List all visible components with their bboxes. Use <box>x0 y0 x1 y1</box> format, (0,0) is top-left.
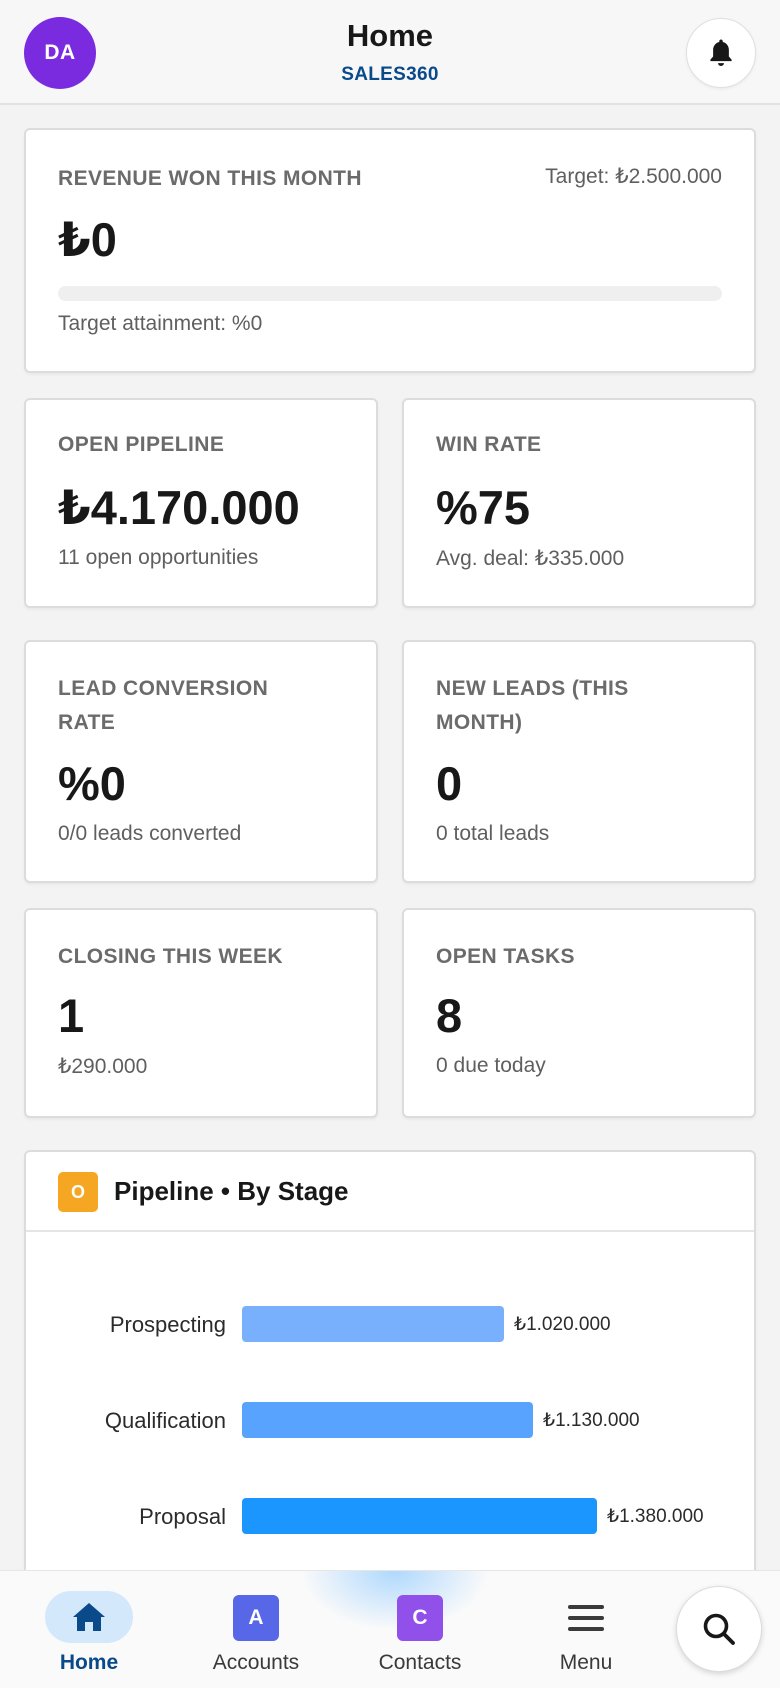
kpi-sub: 11 open opportunities <box>58 546 259 569</box>
nav-home-label: Home <box>59 1651 119 1674</box>
chart-value-label: ₺1.020.000 <box>514 1314 611 1335</box>
chart-header: O Pipeline • By Stage <box>26 1152 754 1232</box>
nav-accounts[interactable]: A Accounts <box>176 1571 336 1688</box>
lead-conversion-card[interactable]: LEAD CONVERSION RATE %0 0/0 leads conver… <box>24 640 378 883</box>
notifications-button[interactable] <box>686 18 756 88</box>
chart-bar[interactable] <box>242 1498 597 1534</box>
kpi-label: WIN RATE <box>436 433 542 456</box>
chart-value-label: ₺1.130.000 <box>543 1410 640 1431</box>
revenue-label: REVENUE WON THIS MONTH <box>58 167 362 190</box>
kpi-label: CLOSING THIS WEEK <box>58 945 283 968</box>
nav-menu-label: Menu <box>559 1651 613 1674</box>
chart-category-label: Proposal <box>139 1504 226 1529</box>
kpi-value: %0 <box>58 757 126 810</box>
app-name: SALES360 <box>341 64 439 85</box>
chart-category-label: Qualification <box>104 1408 226 1433</box>
revenue-card[interactable]: REVENUE WON THIS MONTH Target: ₺2.500.00… <box>24 128 756 373</box>
kpi-label: OPEN TASKS <box>436 945 575 968</box>
chart-bar[interactable] <box>242 1306 504 1342</box>
home-icon <box>73 1603 105 1631</box>
nav-home[interactable]: Home <box>44 1571 134 1688</box>
new-leads-card[interactable]: NEW LEADS (THIS MONTH) 0 0 total leads <box>402 640 756 883</box>
chart-value-label: ₺1.380.000 <box>607 1506 704 1527</box>
revenue-value: ₺0 <box>58 213 117 266</box>
accounts-icon: A <box>233 1595 279 1641</box>
kpi-label: OPEN PIPELINE <box>58 433 225 456</box>
open-pipeline-card[interactable]: OPEN PIPELINE ₺4.170.000 11 open opportu… <box>24 398 378 608</box>
page-title: Home <box>346 18 434 53</box>
kpi-label: NEW LEADS (THIS MONTH) <box>436 677 629 734</box>
pipeline-by-stage-card: O Pipeline • By Stage Prospecting ₺1.020.… <box>24 1150 756 1590</box>
kpi-sub: Avg. deal: ₺335.000 <box>436 547 625 570</box>
kpi-value: 0 <box>436 757 463 810</box>
chart-title: Pipeline • By Stage <box>114 1176 349 1206</box>
chart-category-label: Prospecting <box>109 1312 226 1337</box>
kpi-label: LEAD CONVERSION RATE <box>58 677 269 734</box>
contacts-icon: C <box>397 1595 443 1641</box>
search-button[interactable] <box>676 1586 762 1672</box>
nav-menu[interactable]: Menu <box>506 1571 666 1688</box>
user-avatar[interactable]: DA <box>24 17 96 89</box>
search-icon <box>703 1613 735 1645</box>
chart-bar-row: Proposal ₺1.380.000 <box>26 1496 754 1536</box>
bell-icon <box>710 39 732 67</box>
kpi-value: 1 <box>58 989 85 1042</box>
open-tasks-card[interactable]: OPEN TASKS 8 0 due today <box>402 908 756 1118</box>
hamburger-menu-icon <box>568 1605 604 1631</box>
kpi-value: ₺4.170.000 <box>58 481 300 534</box>
chart-bar-row: Prospecting ₺1.020.000 <box>26 1304 754 1344</box>
nav-accounts-label: Accounts <box>212 1651 300 1674</box>
kpi-value: 8 <box>436 989 463 1042</box>
chart-bar-row: Qualification ₺1.130.000 <box>26 1400 754 1440</box>
kpi-sub: 0/0 leads converted <box>58 822 242 845</box>
revenue-target: Target: ₺2.500.000 <box>545 165 722 188</box>
closing-this-week-card[interactable]: CLOSING THIS WEEK 1 ₺290.000 <box>24 908 378 1118</box>
nav-highlight <box>300 1571 490 1631</box>
kpi-sub: 0 due today <box>436 1054 546 1077</box>
app-header: DA Home SALES360 <box>0 0 780 105</box>
kpi-sub: 0 total leads <box>436 822 550 845</box>
nav-contacts-label: Contacts <box>378 1651 462 1674</box>
opportunity-icon: O <box>58 1172 98 1212</box>
target-progress-bar <box>58 286 722 301</box>
target-attainment: Target attainment: %0 <box>58 312 263 335</box>
bottom-navigation: Home A Accounts C Contacts Menu <box>0 1570 780 1688</box>
kpi-value: %75 <box>436 481 531 534</box>
win-rate-card[interactable]: WIN RATE %75 Avg. deal: ₺335.000 <box>402 398 756 608</box>
nav-contacts[interactable]: C Contacts <box>340 1571 500 1688</box>
chart-bar[interactable] <box>242 1402 533 1438</box>
kpi-sub: ₺290.000 <box>58 1055 148 1078</box>
